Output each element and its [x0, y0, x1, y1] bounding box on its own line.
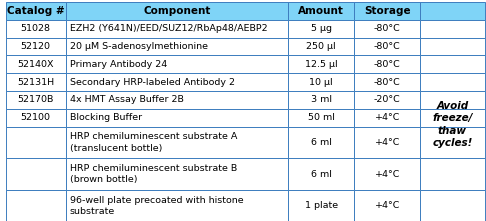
Text: 51028: 51028 [21, 24, 51, 33]
Bar [288, 38, 354, 55]
Bar [354, 2, 420, 20]
Text: Blocking Buffer: Blocking Buffer [70, 113, 142, 122]
Bar [5, 20, 66, 38]
Text: 1 plate: 1 plate [305, 201, 338, 210]
Text: 4x HMT Assay Buffer 2B: 4x HMT Assay Buffer 2B [70, 95, 184, 105]
Bar [420, 127, 485, 158]
Bar [354, 55, 420, 73]
Text: 5 μg: 5 μg [311, 24, 331, 33]
Text: +4°C: +4°C [375, 138, 400, 147]
Text: 10 μl: 10 μl [310, 78, 333, 87]
Bar [288, 127, 354, 158]
Bar [354, 158, 420, 190]
Bar [354, 127, 420, 158]
Bar [66, 158, 288, 190]
Text: 20 μM S-adenosylmethionine: 20 μM S-adenosylmethionine [70, 42, 208, 51]
Bar [5, 158, 66, 190]
Bar [5, 109, 66, 127]
Text: -80°C: -80°C [374, 42, 400, 51]
Text: Avoid
freeze/
thaw
cycles!: Avoid freeze/ thaw cycles! [432, 101, 472, 148]
Text: 96-well plate precoated with histone
substrate: 96-well plate precoated with histone sub… [70, 196, 243, 216]
Bar [5, 38, 66, 55]
Text: -20°C: -20°C [374, 95, 400, 105]
Bar [420, 55, 485, 73]
Text: +4°C: +4°C [375, 201, 400, 210]
Bar [354, 190, 420, 221]
Text: 6 ml: 6 ml [311, 170, 331, 179]
Bar [288, 91, 354, 109]
Bar [66, 73, 288, 91]
Bar [288, 73, 354, 91]
Text: 6 ml: 6 ml [311, 138, 331, 147]
Bar [5, 73, 66, 91]
Bar [66, 190, 288, 221]
Bar [354, 73, 420, 91]
Bar [66, 20, 288, 38]
Text: Primary Antibody 24: Primary Antibody 24 [70, 60, 167, 69]
Text: HRP chemiluminescent substrate A
(translucent bottle): HRP chemiluminescent substrate A (transl… [70, 132, 237, 152]
Bar [5, 127, 66, 158]
Bar [420, 91, 485, 109]
Bar [420, 38, 485, 55]
Bar [66, 91, 288, 109]
Text: 52170B: 52170B [17, 95, 54, 105]
Bar [288, 158, 354, 190]
Text: Storage: Storage [364, 6, 411, 16]
Text: 52140X: 52140X [17, 60, 54, 69]
Bar [66, 127, 288, 158]
Bar [354, 109, 420, 127]
Bar [420, 158, 485, 190]
Bar [66, 2, 288, 20]
Bar [5, 91, 66, 109]
Bar [420, 73, 485, 91]
Text: HRP chemiluminescent substrate B
(brown bottle): HRP chemiluminescent substrate B (brown … [70, 164, 237, 184]
Bar [288, 2, 354, 20]
Text: -80°C: -80°C [374, 78, 400, 87]
Text: +4°C: +4°C [375, 170, 400, 179]
Bar [420, 109, 485, 127]
Text: Component: Component [143, 6, 211, 16]
Text: -80°C: -80°C [374, 24, 400, 33]
Text: Secondary HRP-labeled Antibody 2: Secondary HRP-labeled Antibody 2 [70, 78, 235, 87]
Text: 50 ml: 50 ml [308, 113, 335, 122]
Bar [288, 109, 354, 127]
Bar [420, 2, 485, 20]
Bar [5, 190, 66, 221]
Bar [354, 20, 420, 38]
Bar [5, 55, 66, 73]
Bar [288, 55, 354, 73]
Bar [5, 2, 66, 20]
Bar [354, 38, 420, 55]
Bar [66, 55, 288, 73]
Bar [66, 109, 288, 127]
Text: EZH2 (Y641N)/EED/SUZ12/RbAp48/AEBP2: EZH2 (Y641N)/EED/SUZ12/RbAp48/AEBP2 [70, 24, 267, 33]
Text: 52131H: 52131H [17, 78, 54, 87]
Text: 52120: 52120 [21, 42, 51, 51]
Text: +4°C: +4°C [375, 113, 400, 122]
Bar [420, 190, 485, 221]
Text: Catalog #: Catalog # [7, 6, 65, 16]
Bar [354, 91, 420, 109]
Text: Amount: Amount [298, 6, 344, 16]
Bar [288, 20, 354, 38]
Bar [66, 38, 288, 55]
Bar [288, 190, 354, 221]
Text: 250 μl: 250 μl [306, 42, 336, 51]
Text: 3 ml: 3 ml [311, 95, 331, 105]
Text: -80°C: -80°C [374, 60, 400, 69]
Bar [420, 20, 485, 38]
Text: 12.5 μl: 12.5 μl [305, 60, 337, 69]
Text: 52100: 52100 [21, 113, 51, 122]
